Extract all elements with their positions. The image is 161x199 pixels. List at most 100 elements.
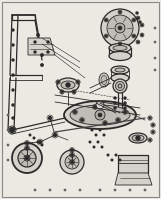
Circle shape: [152, 124, 154, 126]
Circle shape: [94, 106, 96, 108]
Circle shape: [129, 189, 131, 191]
Circle shape: [101, 146, 103, 148]
Circle shape: [97, 141, 99, 143]
Circle shape: [114, 107, 116, 109]
Ellipse shape: [111, 66, 129, 74]
Circle shape: [74, 111, 76, 113]
Circle shape: [124, 111, 126, 113]
Circle shape: [149, 139, 151, 141]
Circle shape: [144, 189, 146, 191]
Circle shape: [77, 81, 79, 83]
Circle shape: [34, 189, 36, 191]
Circle shape: [105, 19, 107, 21]
Ellipse shape: [109, 52, 131, 60]
Circle shape: [107, 154, 109, 156]
Circle shape: [12, 59, 14, 61]
Circle shape: [117, 119, 119, 121]
Circle shape: [141, 34, 143, 36]
Circle shape: [141, 24, 143, 26]
Ellipse shape: [70, 105, 130, 125]
Circle shape: [47, 41, 49, 43]
Circle shape: [18, 149, 36, 167]
Ellipse shape: [113, 46, 127, 51]
Circle shape: [136, 12, 138, 14]
Circle shape: [7, 114, 9, 116]
Circle shape: [133, 19, 135, 21]
Ellipse shape: [64, 101, 136, 129]
Ellipse shape: [129, 133, 147, 143]
Circle shape: [12, 117, 14, 119]
Bar: [118, 155, 148, 173]
Circle shape: [71, 161, 73, 163]
Circle shape: [111, 159, 113, 161]
Circle shape: [101, 9, 139, 47]
Circle shape: [119, 43, 121, 45]
Circle shape: [139, 21, 141, 23]
Circle shape: [38, 140, 42, 143]
Circle shape: [98, 113, 102, 117]
Circle shape: [41, 54, 43, 56]
Circle shape: [48, 116, 52, 120]
Ellipse shape: [99, 73, 109, 87]
Circle shape: [115, 23, 125, 33]
Circle shape: [7, 159, 9, 161]
Ellipse shape: [132, 135, 144, 141]
Circle shape: [118, 26, 122, 30]
Circle shape: [115, 154, 117, 156]
Circle shape: [124, 102, 126, 104]
Circle shape: [57, 81, 59, 83]
Circle shape: [81, 119, 83, 121]
Circle shape: [136, 136, 140, 140]
Circle shape: [107, 15, 133, 41]
Circle shape: [29, 134, 31, 136]
Circle shape: [133, 35, 135, 37]
Circle shape: [34, 41, 36, 43]
Circle shape: [7, 144, 9, 146]
Circle shape: [71, 149, 73, 151]
Circle shape: [41, 64, 43, 66]
Circle shape: [105, 35, 107, 37]
Circle shape: [73, 91, 75, 93]
Circle shape: [26, 147, 28, 149]
Circle shape: [119, 11, 121, 13]
Circle shape: [99, 129, 101, 131]
Circle shape: [114, 189, 116, 191]
Circle shape: [24, 155, 30, 161]
Circle shape: [47, 51, 49, 53]
Circle shape: [154, 27, 156, 29]
Circle shape: [154, 69, 156, 71]
Circle shape: [12, 44, 14, 46]
Circle shape: [114, 97, 116, 99]
Circle shape: [95, 134, 97, 136]
Circle shape: [103, 134, 105, 136]
Circle shape: [137, 41, 139, 43]
Circle shape: [70, 160, 75, 165]
Circle shape: [66, 83, 70, 87]
Circle shape: [12, 29, 14, 31]
Circle shape: [65, 155, 79, 169]
Circle shape: [12, 104, 14, 106]
Circle shape: [7, 129, 9, 131]
Circle shape: [34, 51, 36, 53]
Circle shape: [124, 107, 126, 109]
Circle shape: [53, 134, 57, 137]
Circle shape: [41, 144, 43, 146]
Circle shape: [79, 189, 81, 191]
Polygon shape: [28, 38, 55, 55]
Ellipse shape: [115, 68, 125, 72]
Ellipse shape: [109, 44, 131, 53]
Circle shape: [64, 189, 66, 191]
Circle shape: [119, 159, 121, 161]
Circle shape: [104, 122, 106, 124]
Polygon shape: [115, 173, 152, 185]
Circle shape: [95, 110, 105, 120]
Circle shape: [124, 97, 126, 99]
Circle shape: [9, 128, 14, 133]
Circle shape: [12, 143, 42, 173]
Circle shape: [33, 137, 35, 139]
Circle shape: [149, 117, 151, 119]
Circle shape: [89, 141, 91, 143]
Ellipse shape: [118, 84, 122, 88]
Circle shape: [71, 154, 73, 156]
Circle shape: [91, 129, 93, 131]
